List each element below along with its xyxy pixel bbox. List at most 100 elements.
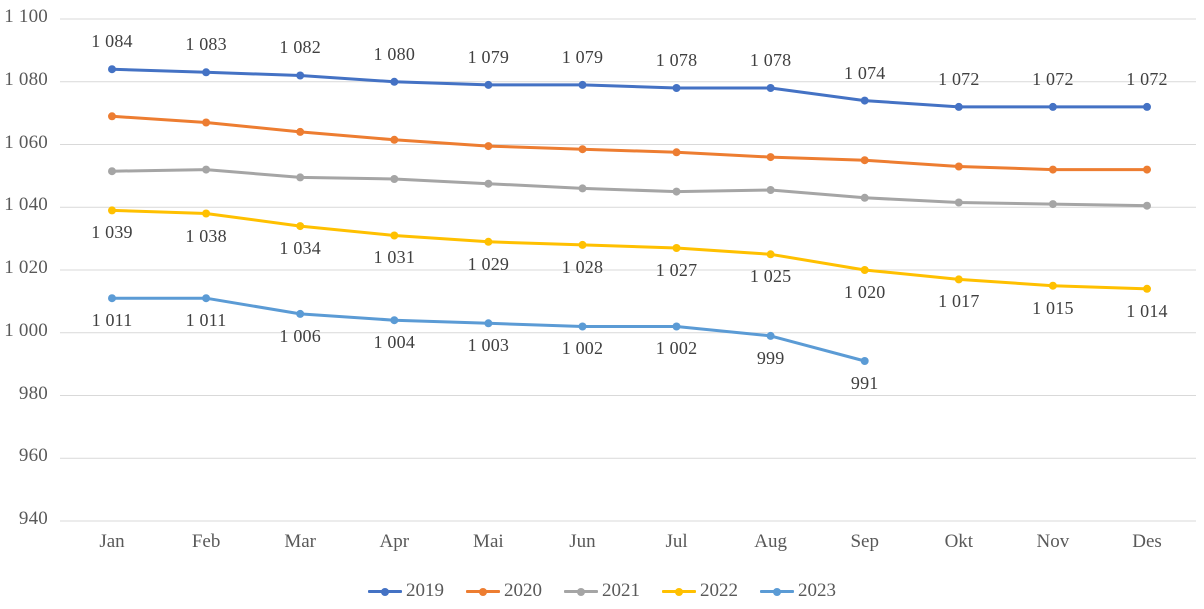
legend-item-2021[interactable]: 2021 (564, 580, 640, 602)
data-point-marker[interactable] (1048, 281, 1057, 290)
legend-item-label: 2023 (798, 580, 836, 601)
data-point-marker[interactable] (672, 84, 681, 92)
data-point-marker[interactable] (202, 294, 211, 303)
data-point-marker[interactable] (390, 77, 399, 86)
data-point-marker[interactable] (672, 148, 681, 157)
data-point-marker[interactable] (484, 142, 493, 151)
series-2019[interactable] (108, 65, 1151, 111)
data-point-marker[interactable] (108, 294, 116, 303)
data-point-marker[interactable] (672, 244, 681, 252)
x-axis-tick-label: Mar (284, 531, 316, 552)
legend-marker-icon (368, 584, 402, 598)
data-point-marker[interactable] (860, 266, 869, 274)
series-2023[interactable] (108, 294, 869, 365)
legend-item-label: 2019 (406, 580, 444, 601)
data-label: 1 072 (1126, 68, 1168, 89)
y-axis-tick-label: 1 060 (4, 131, 48, 153)
data-point-marker[interactable] (578, 240, 587, 249)
data-point-marker[interactable] (1143, 102, 1151, 111)
data-point-marker[interactable] (578, 184, 587, 193)
data-point-marker[interactable] (1048, 200, 1057, 209)
data-label: 1 015 (1032, 297, 1074, 318)
data-point-marker[interactable] (672, 322, 681, 331)
data-point-marker[interactable] (954, 102, 963, 111)
data-label: 1 002 (561, 338, 604, 359)
x-axis-tick-label: Jul (665, 531, 688, 552)
data-point-marker[interactable] (766, 250, 775, 259)
data-point-marker[interactable] (108, 206, 116, 215)
data-point-marker[interactable] (390, 135, 399, 144)
data-point-marker[interactable] (202, 209, 211, 218)
data-point-marker[interactable] (108, 112, 116, 121)
y-axis-tick-label: 940 (18, 508, 48, 529)
data-point-marker[interactable] (766, 84, 775, 92)
data-point-marker[interactable] (954, 275, 963, 284)
data-point-marker[interactable] (108, 167, 116, 176)
data-point-marker[interactable] (296, 71, 305, 80)
series-2022[interactable] (108, 206, 1151, 293)
series-line[interactable] (110, 114, 1149, 172)
data-point-marker[interactable] (1048, 165, 1057, 174)
y-axis-tick-label: 1 080 (4, 68, 48, 90)
data-label: 1 034 (279, 238, 321, 259)
data-point-marker[interactable] (860, 96, 869, 105)
series-line[interactable] (110, 208, 1149, 291)
data-point-marker[interactable] (766, 153, 775, 162)
data-label: 1 074 (843, 62, 886, 83)
x-axis-tick-label: Okt (944, 531, 974, 552)
legend-item-label: 2022 (700, 580, 738, 601)
data-point-marker[interactable] (296, 222, 305, 231)
data-point-marker[interactable] (766, 331, 775, 340)
data-point-marker[interactable] (954, 198, 963, 207)
x-axis-tick-label: Des (1132, 531, 1162, 552)
x-axis-tick-label: Aug (754, 531, 787, 552)
legend-item-2022[interactable]: 2022 (662, 580, 738, 602)
data-point-marker[interactable] (296, 127, 305, 136)
data-label: 1 017 (938, 291, 980, 312)
data-point-marker[interactable] (1143, 284, 1151, 293)
data-point-marker[interactable] (1143, 165, 1151, 174)
data-point-marker[interactable] (954, 162, 963, 171)
data-point-marker[interactable] (484, 319, 493, 328)
data-point-marker[interactable] (578, 145, 587, 154)
data-label: 1 078 (655, 50, 698, 71)
data-point-marker[interactable] (296, 173, 305, 182)
x-axis-tick-label: Jan (99, 531, 125, 552)
data-point-marker[interactable] (860, 357, 869, 365)
legend-marker-icon (466, 584, 500, 598)
data-point-marker[interactable] (202, 118, 211, 127)
data-point-marker[interactable] (484, 237, 493, 246)
data-point-marker[interactable] (390, 316, 399, 325)
series-line[interactable] (110, 67, 1149, 109)
data-point-marker[interactable] (202, 68, 211, 77)
data-label: 1 011 (91, 310, 133, 331)
data-point-marker[interactable] (390, 231, 399, 240)
series-line[interactable] (110, 168, 1149, 208)
data-point-marker[interactable] (484, 80, 493, 89)
data-label: 1 006 (279, 325, 321, 346)
data-point-marker[interactable] (202, 165, 211, 174)
chart-legend: 2019 2020 2021 2022 2023 (0, 573, 1204, 609)
data-point-marker[interactable] (1143, 201, 1151, 210)
data-label: 1 079 (467, 46, 510, 67)
data-point-marker[interactable] (672, 187, 681, 196)
data-point-marker[interactable] (296, 309, 305, 318)
series-2020[interactable] (108, 112, 1151, 174)
legend-item-2023[interactable]: 2023 (760, 580, 836, 602)
legend-item-2019[interactable]: 2019 (368, 580, 444, 602)
data-label: 1 020 (843, 282, 886, 302)
data-point-marker[interactable] (766, 186, 775, 194)
data-point-marker[interactable] (484, 179, 493, 188)
data-point-marker[interactable] (860, 156, 869, 165)
legend-item-2020[interactable]: 2020 (466, 580, 542, 602)
data-point-marker[interactable] (860, 193, 869, 202)
data-point-marker[interactable] (1048, 102, 1057, 111)
data-point-marker[interactable] (578, 322, 587, 331)
x-axis-tick-label: Mai (473, 531, 504, 552)
data-point-marker[interactable] (108, 65, 116, 74)
series-2021[interactable] (108, 165, 1151, 210)
x-axis-tick-label: Feb (191, 531, 221, 552)
data-point-marker[interactable] (578, 80, 587, 89)
data-point-marker[interactable] (390, 175, 399, 183)
